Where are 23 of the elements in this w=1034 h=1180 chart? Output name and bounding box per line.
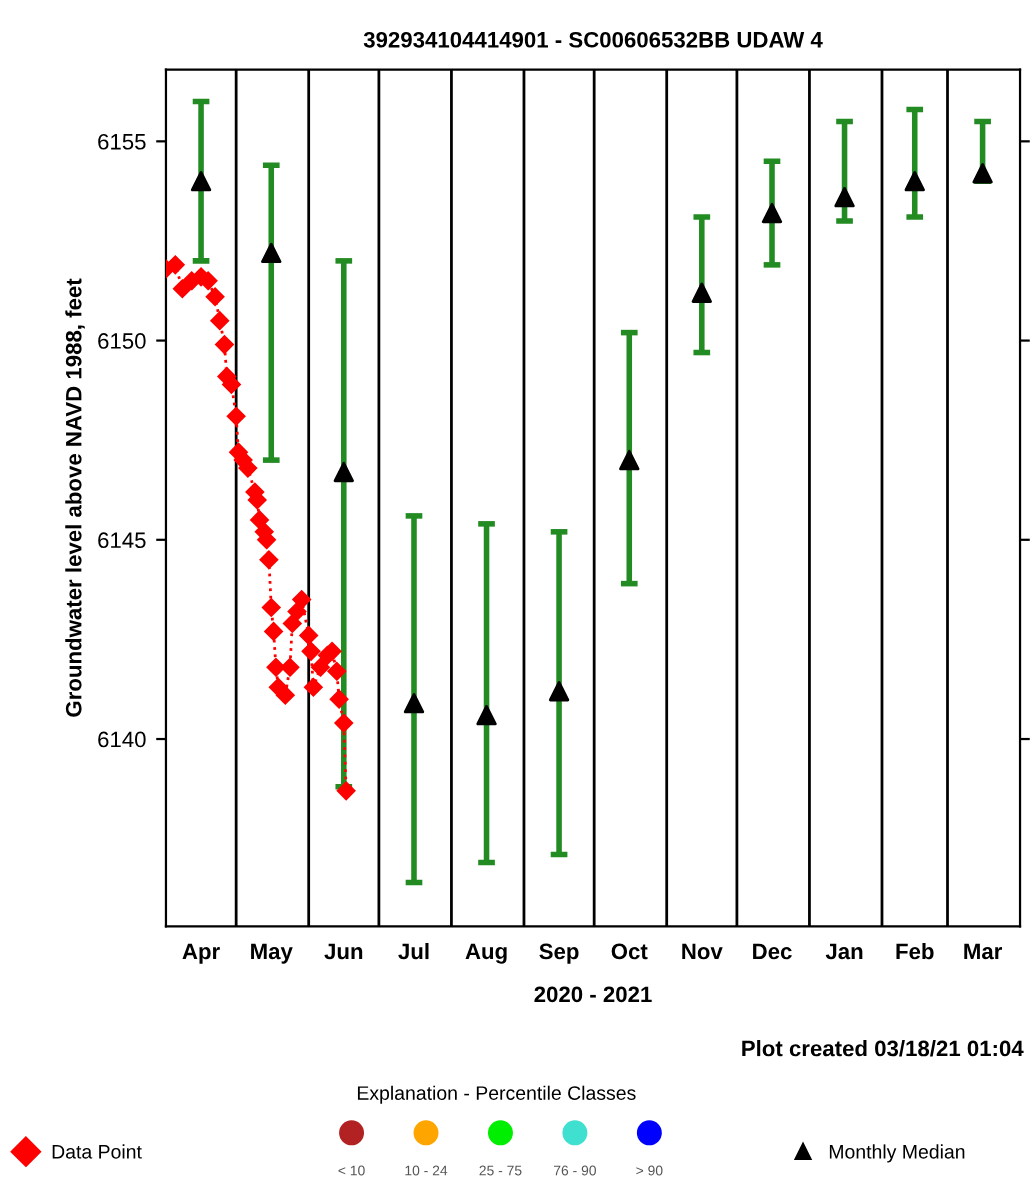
x-tick-label: Apr <box>182 943 220 964</box>
x-axis-title: 2020 - 2021 <box>534 986 652 1003</box>
y-tick-label: 6155 <box>98 133 146 150</box>
x-tick-label: Mar <box>964 943 1003 960</box>
y-axis-title: Groundwater level above NAVD 1988, feet <box>65 278 85 717</box>
x-tick-label: Feb <box>896 942 934 960</box>
x-tick-label: Sep <box>539 943 579 964</box>
x-tick-label: May <box>251 943 293 964</box>
chart-title: 392934104414901 - SC00606532BB UDAW 4 <box>363 31 823 48</box>
legend-label: Data Point <box>52 1144 142 1159</box>
x-tick-label: Oct <box>611 943 648 960</box>
x-tick-label: Dec <box>753 943 792 960</box>
x-tick-label: Aug <box>465 943 507 964</box>
x-tick-label: Jul <box>398 942 429 960</box>
text: Plot created 03/18/21 01:04 <box>742 1040 1024 1057</box>
x-tick-label: Jan <box>825 943 863 960</box>
y-tick-label: 6150 <box>98 333 146 349</box>
y-tick-label: 6140 <box>98 731 146 748</box>
x-tick-label: Nov <box>682 943 723 960</box>
legend-label: Monthly Median <box>829 1144 965 1163</box>
y-tick-label: 6145 <box>98 532 146 549</box>
text: Explanation - Percentile Classes <box>357 1085 636 1104</box>
x-tick-label: Jun <box>324 943 363 960</box>
